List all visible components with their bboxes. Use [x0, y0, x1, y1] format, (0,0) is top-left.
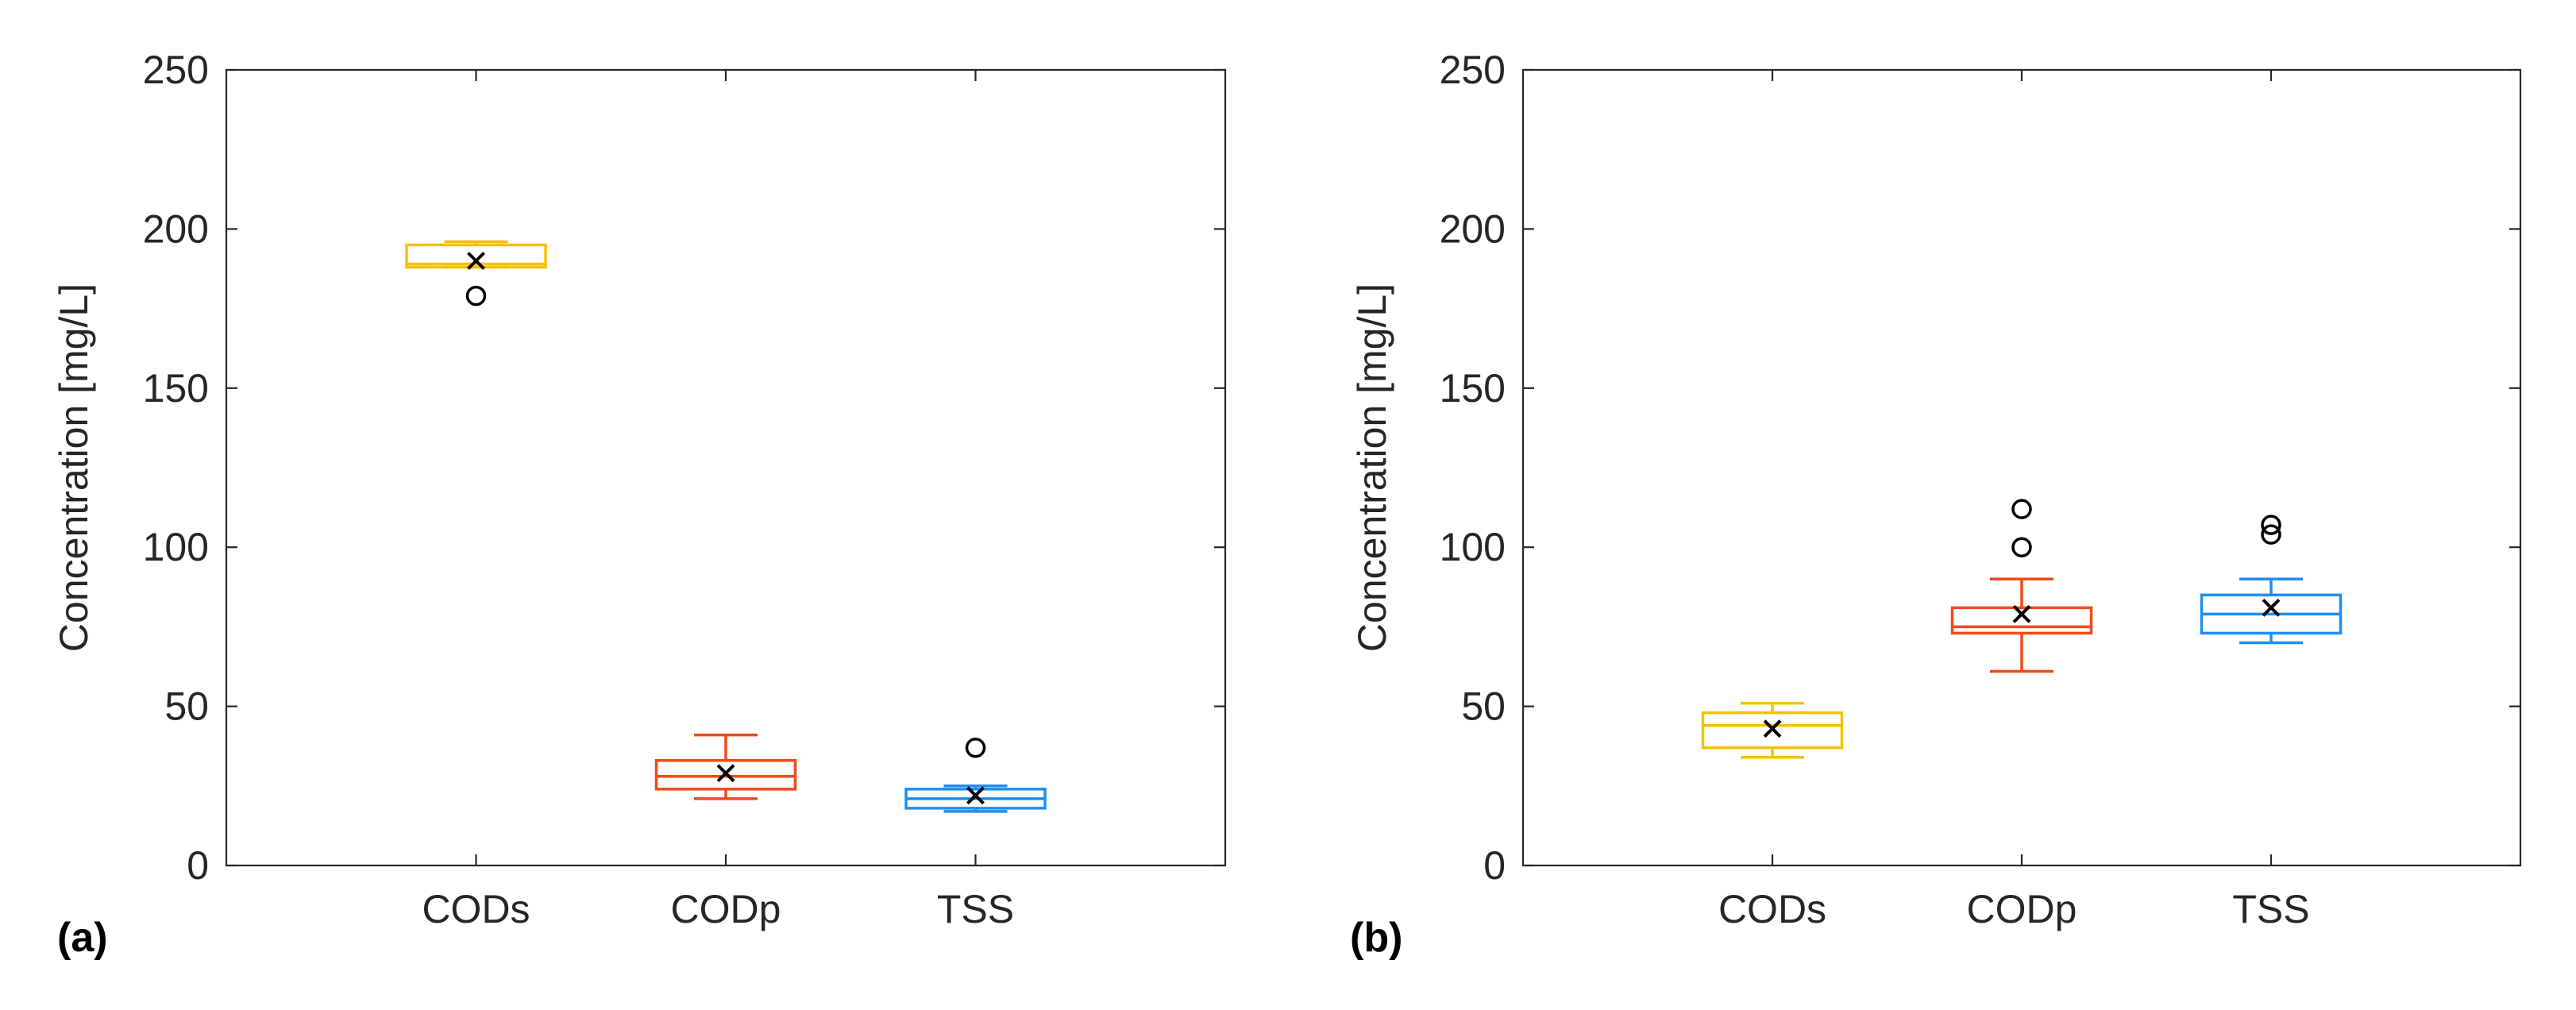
y-tick-label: 0	[187, 843, 209, 888]
mean-marker	[467, 252, 485, 270]
mean-marker	[2012, 604, 2031, 623]
y-tick-label: 50	[1461, 684, 1506, 729]
box-tss	[2200, 515, 2343, 645]
mean-stroke-2	[2012, 604, 2031, 623]
x-tick-label: CODp	[671, 887, 781, 931]
mean-marker	[716, 764, 735, 783]
box-tss	[904, 737, 1047, 813]
x-tick-label: TSS	[937, 887, 1014, 931]
x-tick-label: CODs	[1718, 887, 1826, 931]
y-tick-label: 200	[1440, 206, 1506, 251]
box-iqr	[405, 243, 547, 269]
mean-marker	[2262, 598, 2281, 617]
x-tick-label: TSS	[2232, 887, 2309, 931]
x-tick-label: CODs	[422, 887, 530, 931]
y-tick-label: 150	[1440, 366, 1506, 411]
y-tick-label: 150	[143, 366, 209, 411]
outlier-point	[2011, 537, 2032, 557]
panel-label: (b)	[1350, 915, 1402, 961]
outlier-point	[965, 737, 986, 758]
mean-stroke-2	[2262, 598, 2281, 617]
y-axis-label: Concentration [mg/L]	[52, 283, 96, 652]
x-tick-label: CODp	[1967, 887, 2077, 931]
y-tick-label: 0	[1483, 843, 1506, 888]
box-codp	[654, 733, 797, 800]
outlier-point	[2011, 499, 2032, 519]
y-tick-label: 50	[164, 684, 209, 729]
mean-marker	[1763, 719, 1782, 738]
box-iqr	[654, 758, 797, 791]
y-tick-label: 100	[143, 525, 209, 569]
box-iqr	[1950, 606, 2093, 635]
box-cods	[1701, 701, 1844, 759]
box-cods	[405, 240, 547, 306]
panel-b-chart: 0 50 100 150 200 250 CODs CODp TSS Concentration …	[1350, 48, 2522, 961]
y-tick-label: 200	[143, 206, 209, 251]
mean-stroke-2	[716, 764, 735, 783]
outlier-point	[2261, 524, 2281, 545]
y-tick-label: 100	[1440, 525, 1506, 569]
mean-stroke-2	[467, 252, 485, 270]
box-iqr	[1701, 711, 1844, 750]
mean-stroke-2	[1763, 719, 1782, 738]
box-codp	[1950, 499, 2093, 673]
mean-marker	[966, 786, 985, 805]
y-tick-label: 250	[143, 48, 209, 92]
outlier-point	[2261, 515, 2281, 535]
outlier-point	[465, 285, 487, 306]
y-axis-label: Concentration [mg/L]	[1350, 283, 1394, 652]
y-tick-label: 250	[1440, 48, 1506, 92]
panel-a-chart: 0 50 100 150 200 250 CODs CODp TSS Concentration …	[52, 48, 1227, 961]
panel-label: (a)	[57, 915, 108, 961]
mean-stroke-2	[966, 786, 985, 805]
